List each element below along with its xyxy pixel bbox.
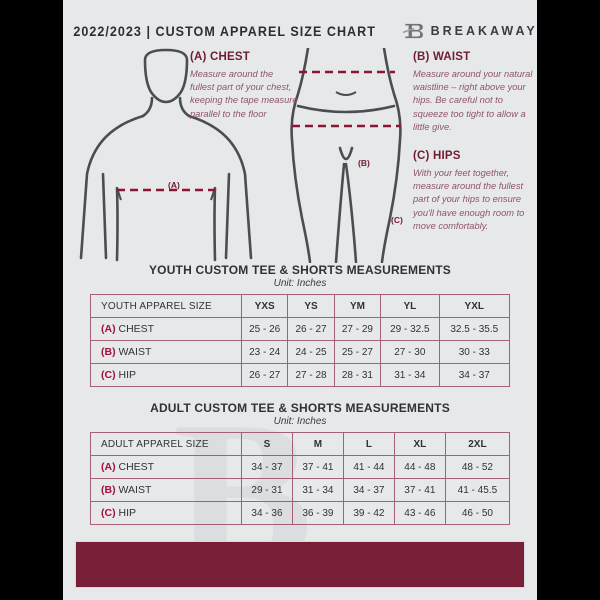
table-cell-value: 26 - 27 [240, 363, 289, 387]
table-col-header: YXL [438, 294, 511, 318]
table-row-tag: (C) [101, 507, 119, 519]
adult-size-table: ADULT APPAREL SIZE S M L XL 2XL (A) CHEST 34 -… [90, 432, 511, 525]
table-row-tag: (A) [101, 461, 119, 473]
table-header-row: YOUTH APPAREL SIZE YXS YS YM YL YXL [90, 294, 511, 318]
size-chart-page: B 2022/2023 | CUSTOM APPAREL SIZE CHART … [63, 0, 537, 600]
table-cell-value: 43 - 46 [393, 501, 446, 525]
table-row: (B) WAIST 23 - 24 24 - 25 25 - 27 27 - 30 30 … [90, 340, 511, 364]
table-cell-value: 25 - 26 [240, 317, 289, 341]
table-cell-value: 34 - 36 [241, 501, 293, 525]
table-row: (A) CHEST 34 - 37 37 - 41 41 - 44 44 - 48 48 … [90, 455, 511, 479]
table-col-header-size: ADULT APPAREL SIZE [90, 432, 242, 456]
chest-note-body: Measure around the fullest part of your … [190, 69, 298, 119]
table-cell-value: 29 - 32.5 [380, 317, 440, 341]
hips-marker-label: (C) [391, 215, 403, 225]
table-cell-value: 31 - 34 [380, 363, 440, 387]
table-cell-value: 36 - 39 [291, 501, 344, 525]
table-cell-value: 30 - 33 [438, 340, 511, 364]
table-cell-value: 28 - 31 [333, 363, 382, 387]
torso-figure [79, 48, 253, 262]
table-col-header: YL [380, 294, 440, 318]
table-cell-value: 34 - 37 [241, 455, 293, 479]
table-cell-value: 29 - 31 [241, 478, 293, 502]
table-cell-value: 41 - 45.5 [444, 478, 511, 502]
table-col-header: XL [393, 432, 446, 456]
brand-name: BREAKAWAY [430, 24, 537, 38]
hips-note-body: With your feet together, measure around … [413, 168, 525, 231]
youth-table-block: YOUTH CUSTOM TEE & SHORTS MEASUREMENTS U… [90, 263, 511, 387]
table-cell-value: 39 - 42 [342, 501, 395, 525]
waist-marker-label: (B) [358, 158, 370, 168]
youth-size-table: YOUTH APPAREL SIZE YXS YS YM YL YXL (A) CHEST… [90, 294, 511, 387]
table-row-label: (C) HIP [90, 363, 242, 387]
table-col-header: YS [287, 294, 335, 318]
table-col-header-size: YOUTH APPAREL SIZE [90, 294, 242, 318]
table-cell-value: 27 - 29 [333, 317, 382, 341]
table-cell-value: 41 - 44 [342, 455, 395, 479]
adult-table-block: ADULT CUSTOM TEE & SHORTS MEASUREMENTS U… [90, 401, 511, 525]
table-row: (A) CHEST 25 - 26 26 - 27 27 - 29 29 - 32.5 3… [90, 317, 511, 341]
table-col-header: 2XL [444, 432, 511, 456]
table-cell-value: 44 - 48 [393, 455, 446, 479]
table-col-header: M [291, 432, 344, 456]
page-header: 2022/2023 | CUSTOM APPAREL SIZE CHART BR… [63, 0, 537, 42]
table-cell-value: 46 - 50 [444, 501, 511, 525]
table-col-header: YM [333, 294, 382, 318]
table-row-label: (B) WAIST [90, 340, 242, 364]
breakaway-b-monogram-icon [402, 23, 423, 39]
table-row: (B) WAIST 29 - 31 31 - 34 34 - 37 37 - 41 41 … [90, 478, 511, 502]
table-row-tag: (A) [101, 323, 119, 335]
table-cell-value: 37 - 41 [291, 455, 344, 479]
table-cell-value: 37 - 41 [393, 478, 446, 502]
adult-table-title: ADULT CUSTOM TEE & SHORTS MEASUREMENTS [150, 401, 450, 415]
table-cell-value: 25 - 27 [333, 340, 382, 364]
table-cell-value: 24 - 25 [287, 340, 335, 364]
table-row: (C) HIP 26 - 27 27 - 28 28 - 31 31 - 34 34 - … [90, 363, 511, 387]
table-cell-value: 34 - 37 [438, 363, 511, 387]
table-cell-value: 26 - 27 [287, 317, 335, 341]
table-cell-value: 27 - 28 [287, 363, 335, 387]
table-row-label: (B) WAIST [90, 478, 242, 502]
footer-bar [75, 541, 525, 588]
table-row: (C) HIP 34 - 36 36 - 39 39 - 42 43 - 46 46 - … [90, 501, 511, 525]
brand-lockup: BREAKAWAY [402, 20, 537, 42]
adult-table-unit: Unit: Inches [273, 416, 327, 427]
table-cell-value: 32.5 - 35.5 [438, 317, 511, 341]
table-cell-value: 48 - 52 [444, 455, 511, 479]
waist-note-heading: (B) WAIST [413, 51, 471, 63]
table-header-row: ADULT APPAREL SIZE S M L XL 2XL [90, 432, 511, 456]
table-row-label: (A) CHEST [90, 455, 242, 479]
chest-note: (A) CHEST Measure around the fullest par… [190, 51, 298, 121]
chest-note-heading: (A) CHEST [190, 51, 250, 63]
table-col-header: YXS [240, 294, 289, 318]
youth-table-title: YOUTH CUSTOM TEE & SHORTS MEASUREMENTS [148, 263, 452, 277]
table-row-tag: (B) [101, 484, 119, 496]
table-cell-value: 34 - 37 [342, 478, 395, 502]
hips-note: (C) HIPS With your feet together, measur… [413, 150, 535, 233]
table-col-header: S [241, 432, 293, 456]
waist-note: (B) WAIST Measure around your natural wa… [413, 51, 533, 134]
table-col-header: L [342, 432, 395, 456]
table-row-label: (A) CHEST [90, 317, 242, 341]
table-cell-value: 27 - 30 [380, 340, 440, 364]
table-row-tag: (B) [101, 346, 119, 358]
waist-note-body: Measure around your natural waistline – … [413, 69, 533, 132]
hips-note-heading: (C) HIPS [413, 150, 461, 162]
chest-marker-label: (A) [168, 180, 180, 190]
table-cell-value: 23 - 24 [240, 340, 289, 364]
measurement-diagram: (A) (B) (C) (A) CHEST Measure around the… [63, 48, 537, 263]
youth-table-unit: Unit: Inches [273, 278, 327, 289]
hips-figure [290, 48, 402, 263]
table-cell-value: 31 - 34 [291, 478, 344, 502]
table-row-label: (C) HIP [90, 501, 242, 525]
page-title: 2022/2023 | CUSTOM APPAREL SIZE CHART [73, 23, 377, 39]
table-row-tag: (C) [101, 369, 119, 381]
